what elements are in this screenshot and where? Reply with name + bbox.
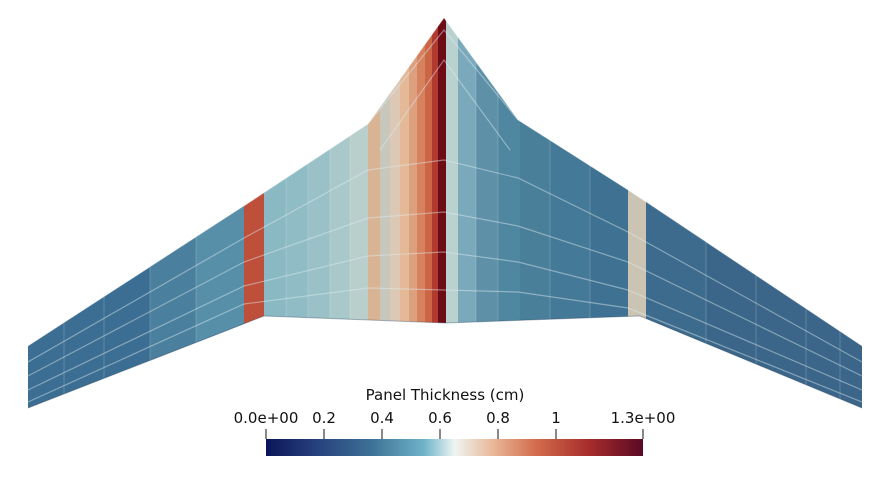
tick-label-2: 0.4 [370, 409, 394, 427]
left-red-strip [244, 18, 264, 408]
tick-label-0: 0.0e+00 [233, 409, 299, 427]
tick-label-3: 0.6 [428, 409, 452, 427]
right-beige-strip [628, 18, 646, 408]
root-spar-strip [438, 18, 446, 408]
trailing-edge [27, 315, 863, 409]
tick-label-6: 1.3e+00 [610, 409, 676, 427]
colorbar-ticks [265, 429, 644, 439]
tick-label-1: 0.2 [312, 409, 336, 427]
legend-title: Panel Thickness (cm) [365, 386, 525, 404]
tick-label-4: 0.8 [486, 409, 510, 427]
colorbar [266, 439, 643, 456]
tick-label-5: 1 [551, 409, 561, 427]
wing-surface [28, 18, 862, 408]
